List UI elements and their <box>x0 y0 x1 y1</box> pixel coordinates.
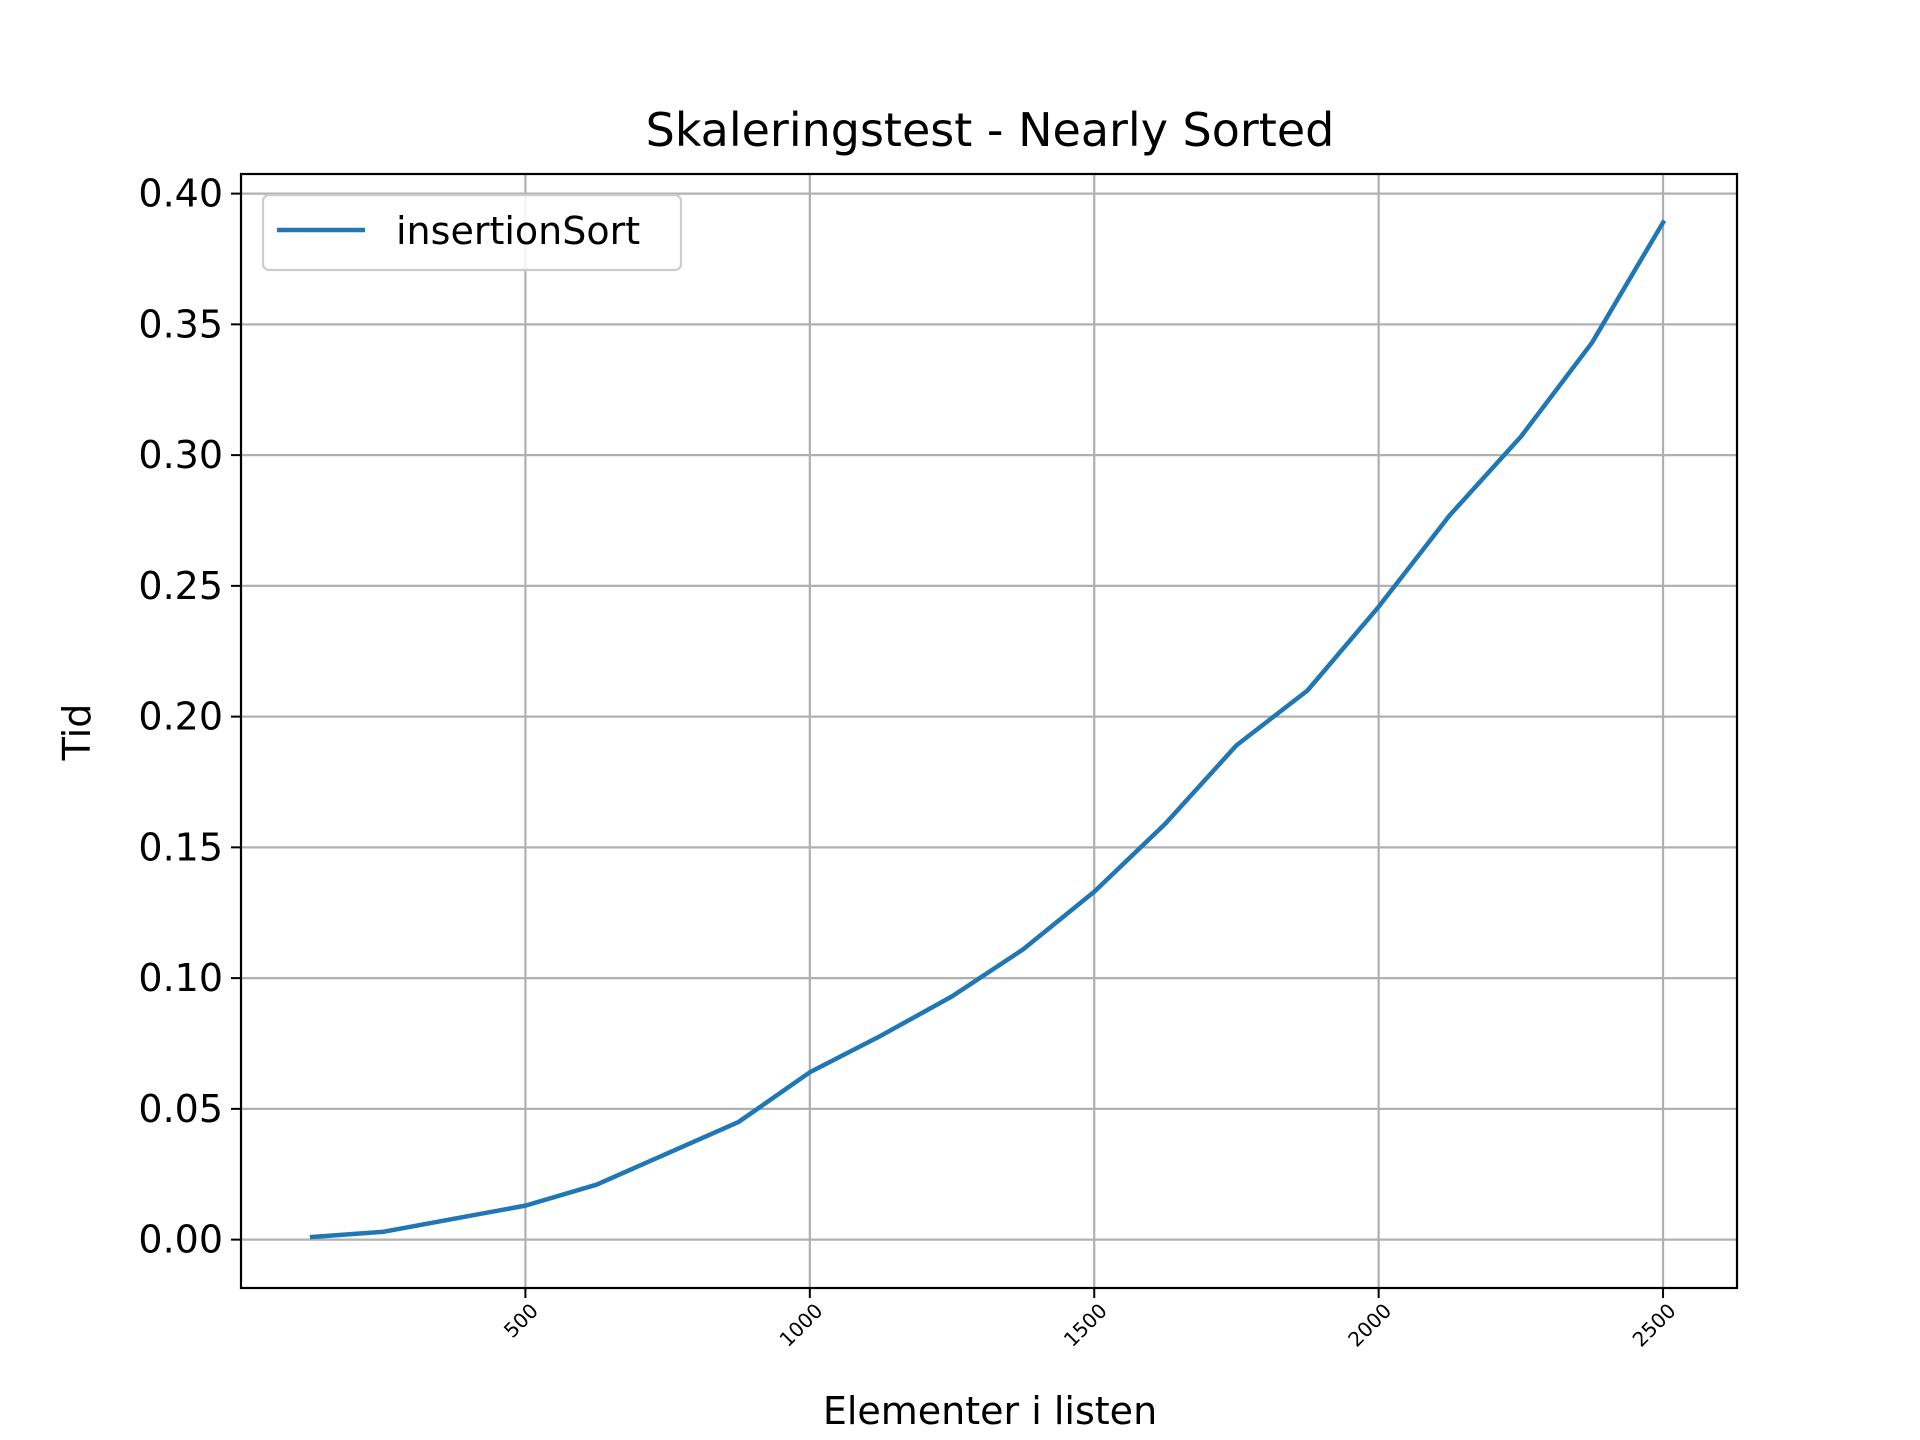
y-tick-label-0.15: 0.15 <box>138 825 223 869</box>
y-tick-label-0.10: 0.10 <box>138 956 223 1000</box>
legend-entry-insertionSort: insertionSort <box>396 209 640 253</box>
chart-title: Skaleringstest - Nearly Sorted <box>646 103 1335 157</box>
y-tick-label-0.35: 0.35 <box>138 302 223 346</box>
grid-lines <box>241 174 1737 1288</box>
y-tick-label-0.40: 0.40 <box>138 172 223 216</box>
y-tick-label-0.20: 0.20 <box>138 695 223 739</box>
series-layer <box>309 219 1667 1240</box>
y-tick-label-0.30: 0.30 <box>138 433 223 477</box>
series-line-insertionSort <box>309 219 1667 1240</box>
plot-frame <box>239 172 1739 1290</box>
y-tick-label-0.00: 0.00 <box>138 1218 223 1262</box>
y-tick-label-0.25: 0.25 <box>138 564 223 608</box>
x-axis-label: Elementer i listen <box>823 1389 1157 1433</box>
legend-box <box>261 193 683 272</box>
legend: insertionSort <box>261 193 683 272</box>
y-tick-label-0.05: 0.05 <box>138 1087 223 1131</box>
y-axis-label: Tid <box>55 704 99 762</box>
